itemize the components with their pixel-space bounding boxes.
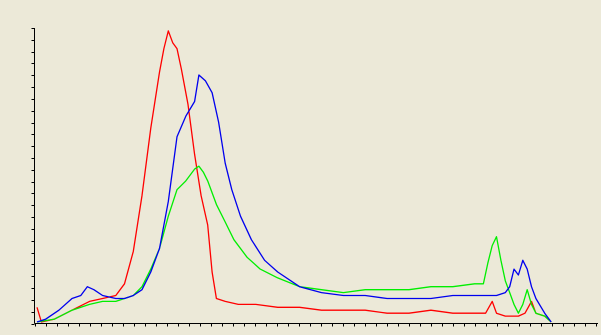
axis-layer [31,28,598,327]
series-line-1 [36,165,552,323]
series-line-0 [36,30,552,323]
series-line-2 [36,74,552,323]
series-layer [36,30,552,323]
